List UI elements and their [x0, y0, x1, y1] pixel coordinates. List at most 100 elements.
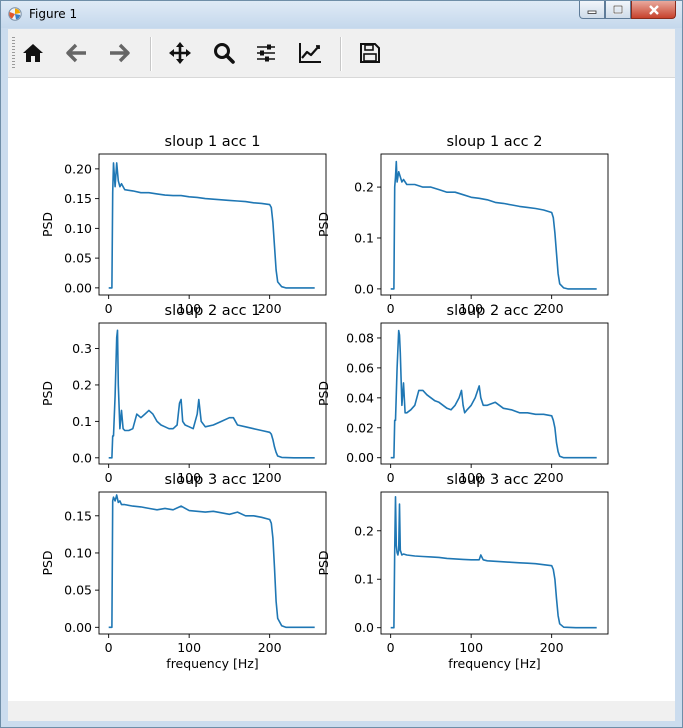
subplots-config-icon — [255, 42, 277, 64]
y-tick-label: 0.1 — [72, 414, 92, 429]
x-tick-label: 200 — [540, 470, 564, 485]
minimize-button[interactable] — [579, 1, 605, 19]
y-tick-label: 0.0 — [354, 281, 374, 296]
zoom-button[interactable] — [207, 36, 241, 70]
x-tick-label: 200 — [540, 640, 564, 655]
y-tick-label: 0.05 — [64, 583, 92, 598]
x-tick-label: 100 — [459, 640, 483, 655]
forward-arrow-icon — [108, 42, 130, 64]
subplot-3: 0 100 200 0.0 0.1 0.2 0.3 sloup 2 acc 1 PSD — [40, 303, 326, 485]
y-tick-label: 0.00 — [346, 450, 374, 465]
title-bar[interactable]: Figure 1 — [1, 1, 682, 28]
toolbar-grip[interactable] — [12, 37, 15, 69]
pan-button[interactable] — [163, 36, 197, 70]
save-icon — [359, 42, 381, 64]
x-tick-label: 0 — [105, 301, 113, 316]
axes-frame — [99, 154, 326, 295]
axes-frame — [381, 154, 608, 295]
subplot-title: sloup 3 acc 2 — [447, 472, 543, 488]
x-tick-label: 0 — [387, 301, 395, 316]
home-button[interactable] — [16, 36, 50, 70]
y-tick-label: 0.02 — [346, 420, 374, 435]
home-icon — [22, 42, 44, 64]
close-button[interactable] — [631, 1, 676, 19]
y-tick-label: 0.2 — [354, 180, 374, 195]
y-tick-label: 0.20 — [64, 161, 92, 176]
toolbar-separator — [150, 37, 152, 71]
y-axis-label: PSD — [316, 212, 331, 237]
y-tick-label: 0.1 — [354, 230, 374, 245]
psd-series-line — [391, 162, 597, 289]
subplot-5: 0 100 200 0.00 0.05 0.10 0.15 sloup 3 acc 1 PSD f… — [40, 472, 326, 671]
y-axis-label: PSD — [40, 550, 55, 575]
back-button[interactable] — [60, 36, 94, 70]
x-tick-label: 100 — [177, 640, 201, 655]
y-tick-label: 0.00 — [64, 280, 92, 295]
back-arrow-icon — [66, 42, 88, 64]
axes-frame — [99, 492, 326, 634]
y-axis-label: PSD — [40, 212, 55, 237]
y-tick-label: 0.2 — [354, 523, 374, 538]
y-axis-label: PSD — [316, 381, 331, 406]
subplot-title: sloup 3 acc 1 — [165, 472, 261, 488]
figure-canvas[interactable]: 0 100 200 0.00 0.05 0.10 0.15 0.20 sloup 1 acc 1… — [8, 78, 675, 701]
subplot-1: 0 100 200 0.00 0.05 0.10 0.15 0.20 sloup 1 acc 1… — [40, 134, 326, 316]
y-tick-label: 0.05 — [64, 251, 92, 266]
y-tick-label: 0.0 — [354, 620, 374, 635]
y-tick-label: 0.2 — [72, 377, 92, 392]
close-icon — [648, 5, 660, 15]
x-tick-label: 200 — [258, 470, 282, 485]
matplotlib-app-icon — [8, 7, 22, 21]
x-tick-label: 200 — [258, 301, 282, 316]
y-tick-label: 0.3 — [72, 341, 92, 356]
subplot-4: 0 100 200 0.00 0.02 0.04 0.06 0.08 sloup 2 acc 2… — [316, 303, 608, 485]
subplot-title: sloup 2 acc 1 — [165, 303, 261, 319]
window-client-area: 0 100 200 0.00 0.05 0.10 0.15 0.20 sloup 1 acc 1… — [8, 29, 675, 721]
navigation-toolbar — [8, 29, 675, 78]
zoom-icon — [213, 42, 235, 64]
maximize-icon — [613, 5, 623, 15]
y-tick-label: 0.10 — [64, 545, 92, 560]
x-tick-label: 200 — [540, 301, 564, 316]
subplot-title: sloup 1 acc 2 — [447, 134, 543, 150]
psd-series-line — [109, 495, 315, 627]
x-axis-label: frequency [Hz] — [166, 656, 258, 671]
pan-icon — [168, 41, 192, 65]
subplot-2: 0 100 200 0.0 0.1 0.2 sloup 1 acc 2 PSD — [316, 134, 608, 316]
axes-frame — [381, 323, 608, 464]
y-tick-label: 0.00 — [64, 620, 92, 635]
subplot-6: 0 100 200 0.0 0.1 0.2 sloup 3 acc 2 PSD frequenc… — [316, 472, 608, 671]
axes-frame — [99, 323, 326, 464]
x-tick-label: 0 — [105, 640, 113, 655]
psd-series-line — [391, 331, 597, 458]
x-tick-label: 200 — [258, 640, 282, 655]
forward-button[interactable] — [102, 36, 136, 70]
save-button[interactable] — [353, 36, 387, 70]
window-title: Figure 1 — [29, 7, 77, 21]
subplots-config-button[interactable] — [249, 36, 283, 70]
x-axis-label: frequency [Hz] — [448, 656, 540, 671]
subplot-title: sloup 2 acc 2 — [447, 303, 543, 319]
y-tick-label: 0.1 — [354, 572, 374, 587]
window-controls — [579, 1, 676, 21]
y-tick-label: 0.0 — [72, 450, 92, 465]
psd-series-line — [109, 330, 315, 458]
subplot-title: sloup 1 acc 1 — [165, 134, 261, 150]
psd-series-line — [109, 163, 315, 288]
edit-axes-button[interactable] — [293, 36, 327, 70]
y-axis-label: PSD — [40, 381, 55, 406]
psd-series-line — [391, 497, 597, 628]
minimize-icon — [587, 5, 597, 15]
y-tick-label: 0.10 — [64, 221, 92, 236]
y-tick-label: 0.15 — [64, 508, 92, 523]
x-tick-label: 0 — [387, 470, 395, 485]
axes-frame — [381, 492, 608, 634]
status-bar — [8, 701, 675, 721]
maximize-button[interactable] — [605, 1, 631, 19]
y-tick-label: 0.08 — [346, 330, 374, 345]
x-tick-label: 0 — [105, 470, 113, 485]
y-tick-label: 0.15 — [64, 191, 92, 206]
y-tick-label: 0.04 — [346, 390, 374, 405]
